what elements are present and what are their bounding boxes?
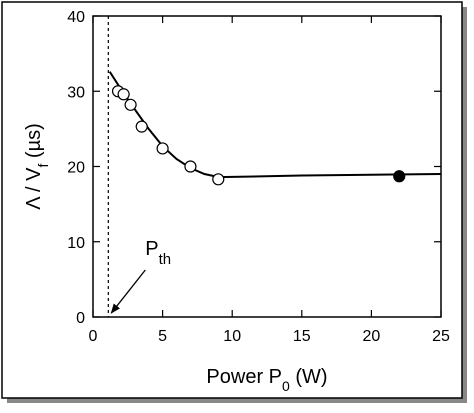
data-point [393,170,406,183]
y-tick-label: 30 [67,84,85,101]
annotation-part: P [145,238,158,260]
annotation: Pth [145,238,171,268]
y-tick-label: 40 [67,9,85,26]
x-tick-label: 10 [223,328,241,345]
y-axis-label-part: (µs) [23,123,45,163]
annotation-part: th [159,251,172,268]
y-axis-label-part: f [35,164,51,168]
x-axis-label-part: (W) [290,366,328,388]
y-axis-label-part: Λ / V [23,167,45,210]
x-tick-label: 0 [89,328,98,345]
data-point [184,160,197,173]
x-tick-label: 15 [293,328,311,345]
x-axis-label: Power P0 (W) [206,366,327,394]
data-point [135,120,148,133]
frame [1,1,463,399]
x-tick-label: 25 [432,328,450,345]
y-tick-label: 20 [67,160,85,177]
data-point [117,88,130,101]
x-tick-label: 5 [158,328,167,345]
y-axis-label: Λ / Vf (µs) [23,123,51,210]
x-axis-label-part: 0 [282,378,290,394]
data-point [156,142,169,155]
x-axis-label-part: Power P [206,366,282,388]
data-point [124,98,137,111]
x-tick-label: 20 [363,328,381,345]
data-point [212,173,225,186]
annotation-arrow [110,269,146,314]
y-tick-label: 10 [67,235,85,252]
y-tick-label: 0 [76,310,85,327]
